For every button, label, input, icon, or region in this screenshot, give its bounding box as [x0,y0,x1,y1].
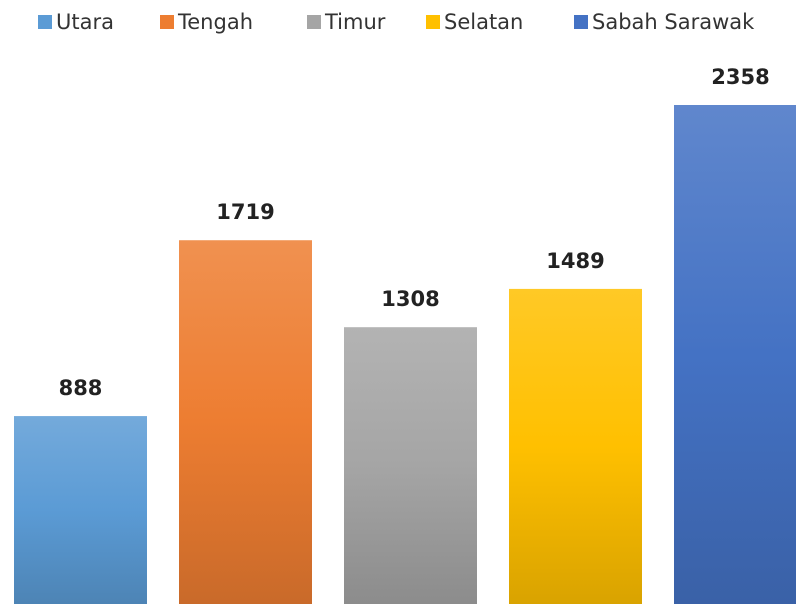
legend-label: Sabah Sarawak [592,10,755,34]
data-label: 2358 [711,65,769,89]
legend-swatch [307,15,321,29]
legend-swatch [160,15,174,29]
bar [344,327,477,604]
data-label: 1308 [381,287,439,311]
data-label: 888 [59,376,103,400]
legend-label: Selatan [444,10,523,34]
data-label: 1719 [216,200,274,224]
legend-label: Tengah [177,10,253,34]
data-label: 1489 [546,249,604,273]
bar [674,105,796,604]
bar [509,288,642,604]
legend-swatch [426,15,440,29]
legend-label: Utara [56,10,114,34]
bar [14,416,147,604]
legend-swatch [574,15,588,29]
legend-label: Timur [324,10,386,34]
legend-swatch [38,15,52,29]
bar [179,240,312,604]
